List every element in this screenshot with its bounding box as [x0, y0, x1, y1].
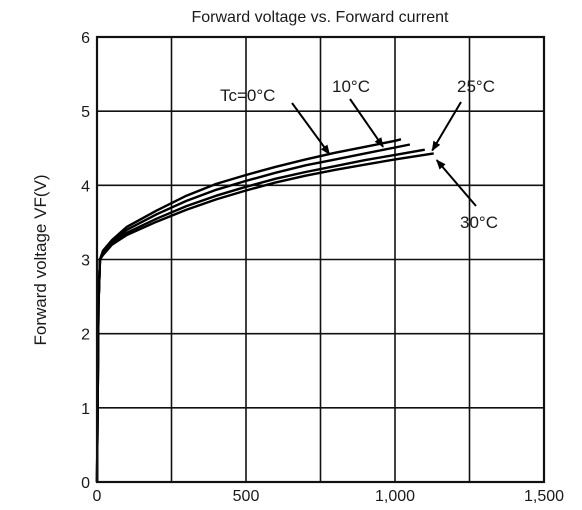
- plot-frame: [95, 35, 546, 484]
- series-line: [95, 148, 426, 483]
- y-tick-label: 2: [81, 327, 90, 344]
- chart-title: Forward voltage vs. Forward current: [192, 9, 450, 26]
- x-tick-label: 500: [233, 488, 260, 505]
- series-label: 10°C: [332, 77, 370, 96]
- series-label: 30°C: [460, 213, 498, 232]
- series-line: [95, 152, 434, 483]
- y-tick-label: 6: [81, 30, 90, 47]
- series-label-arrow: [431, 101, 462, 152]
- series-annotations: Tc=0°C 10°C 25°C 30°C: [220, 77, 498, 232]
- x-tick-label: 0: [93, 488, 102, 505]
- series-label: Tc=0°C: [220, 86, 275, 105]
- x-tick-label: 1,500: [524, 488, 564, 505]
- x-tick-label: 1,000: [375, 488, 415, 505]
- y-axis-label: Forward voltage VF(V): [31, 175, 50, 346]
- y-tick-label: 3: [81, 253, 90, 270]
- series-curves: [95, 138, 434, 483]
- series-label: 25°C: [457, 77, 495, 96]
- y-tick-labels: 0 1 2 3 4 5 6: [81, 30, 90, 492]
- series-label-arrow: [435, 159, 477, 207]
- y-tick-label: 0: [81, 475, 90, 492]
- y-tick-label: 1: [81, 401, 90, 418]
- series-label-arrow: [349, 98, 384, 148]
- series-line: [95, 143, 411, 483]
- series-label-arrow: [291, 102, 331, 155]
- y-tick-label: 4: [81, 178, 90, 195]
- x-tick-labels: 0 500 1,000 1,500: [93, 488, 565, 505]
- grid: [96, 36, 545, 483]
- y-tick-label: 5: [81, 104, 90, 121]
